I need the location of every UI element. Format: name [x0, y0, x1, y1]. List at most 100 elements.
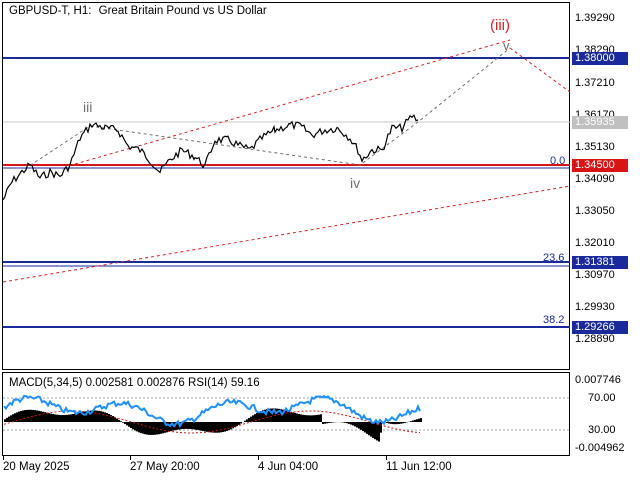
macd-bar	[150, 422, 152, 435]
macd-bar	[80, 412, 82, 422]
macd-bar	[190, 422, 192, 430]
macd-bar	[236, 422, 238, 427]
macd-bar	[202, 422, 204, 432]
indicator-header: MACD(5,34,5) 0.002581 0.002876 RSI(14) 5…	[9, 377, 260, 389]
macd-bar	[32, 409, 34, 422]
macd-bar	[40, 411, 42, 422]
macd-bar	[82, 411, 84, 422]
price-tick: 1.39290	[575, 12, 615, 24]
macd-bar	[288, 411, 290, 422]
macd-bar	[72, 414, 74, 422]
macd-bar	[58, 414, 60, 422]
macd-bar	[374, 422, 376, 440]
wave-label-v: v	[503, 38, 510, 53]
macd-bar	[94, 410, 96, 422]
macd-bar	[400, 422, 402, 424]
macd-bar	[262, 410, 264, 422]
macd-bar	[84, 411, 86, 422]
macd-bar	[394, 422, 396, 425]
macd-bar	[328, 422, 330, 423]
macd-signal-line	[3, 410, 421, 434]
macd-bar	[126, 422, 128, 426]
price-chart-pane[interactable]: GBPUSD-T, H1: Great Britain Pound vs US …	[2, 2, 570, 370]
support-price-tag: 1.34500	[572, 159, 628, 172]
macd-bar	[170, 422, 172, 432]
macd-bar	[312, 415, 314, 422]
macd-bar	[76, 413, 78, 422]
macd-bar	[350, 422, 352, 425]
macd-bar	[278, 408, 280, 422]
macd-bar	[88, 410, 90, 422]
macd-bar	[308, 415, 310, 422]
macd-bar	[164, 422, 166, 433]
macd-bar	[346, 422, 348, 424]
macd-bar	[212, 422, 214, 433]
macd-bar	[222, 422, 224, 433]
macd-bar	[10, 415, 12, 422]
macd-bar	[326, 422, 328, 424]
macd-bar	[162, 422, 164, 434]
macd-bar	[106, 413, 108, 422]
macd-bar	[348, 422, 350, 424]
macd-bar	[196, 422, 198, 430]
macd-bar	[114, 417, 116, 422]
macd-bar	[144, 422, 146, 435]
macd-bar	[204, 422, 206, 432]
macd-bar	[268, 408, 270, 422]
indicator-axis-min: -0.004962	[575, 442, 625, 454]
resistance-price-tag: 1.38000	[572, 52, 628, 65]
macd-bar	[74, 413, 76, 422]
macd-bar	[296, 413, 298, 422]
macd-bar	[360, 422, 362, 430]
macd-bar	[54, 414, 56, 422]
macd-bar	[300, 414, 302, 422]
macd-bar	[184, 422, 186, 429]
macd-bar	[64, 414, 66, 422]
symbol-label: GBPUSD-T,	[9, 5, 71, 17]
macd-bar	[306, 415, 308, 422]
macd-bar	[140, 422, 142, 434]
macd-bar	[378, 422, 380, 442]
macd-bar	[256, 413, 258, 422]
macd-bar	[78, 412, 80, 422]
price-tick: 1.30970	[575, 269, 615, 281]
macd-bar	[380, 422, 382, 433]
macd-bar	[286, 410, 288, 422]
macd-bar	[352, 422, 354, 426]
macd-bar	[206, 422, 208, 432]
macd-bar	[8, 416, 10, 422]
macd-bar	[110, 414, 112, 422]
macd-bar	[260, 411, 262, 422]
macd-bar	[238, 422, 240, 425]
time-label: 20 May 2025	[3, 461, 70, 473]
price-line	[2, 114, 419, 201]
macd-bar	[130, 422, 132, 429]
macd-bar	[234, 422, 236, 428]
macd-bar	[158, 422, 160, 435]
macd-bar	[148, 422, 150, 435]
lower-channel-line	[2, 185, 571, 283]
macd-bar	[320, 414, 322, 422]
macd-bar	[372, 422, 374, 438]
macd-bar	[28, 409, 30, 422]
macd-bar	[56, 414, 58, 422]
macd-bar	[14, 413, 16, 422]
macd-bar	[228, 422, 230, 431]
macd-bar	[324, 422, 326, 424]
macd-bar	[42, 411, 44, 422]
macd-bar	[302, 414, 304, 422]
macd-bar	[410, 421, 412, 422]
macd-bar	[168, 422, 170, 432]
price-tick: 1.33050	[575, 205, 615, 217]
macd-bar	[230, 422, 232, 430]
macd-bar	[132, 422, 134, 430]
macd-bar	[86, 411, 88, 422]
macd-bar	[22, 410, 24, 422]
macd-bar	[402, 422, 404, 424]
macd-bar	[220, 422, 222, 433]
macd-bar	[188, 422, 190, 429]
macd-bar	[266, 409, 268, 422]
macd-bar	[70, 414, 72, 422]
macd-bar	[390, 422, 392, 424]
macd-bar	[418, 418, 420, 422]
